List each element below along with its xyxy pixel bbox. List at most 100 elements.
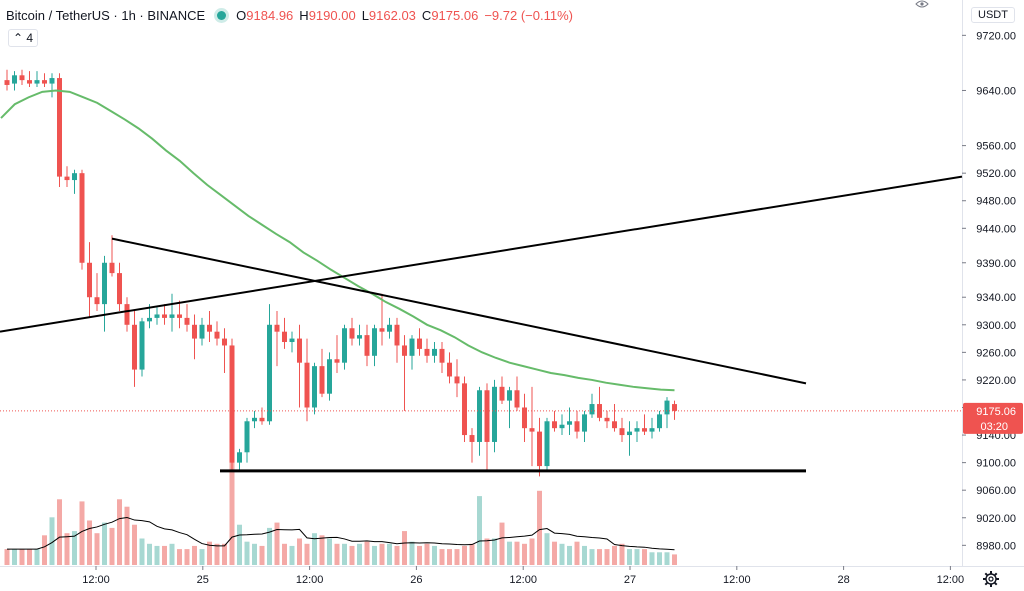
price-tick-label: 9100.00	[976, 458, 1016, 470]
candle-body	[4, 80, 10, 85]
volume-bar	[507, 541, 512, 565]
candle-body	[177, 314, 182, 318]
candle-body	[589, 404, 595, 415]
volume-bar	[124, 506, 130, 565]
volume-bar	[214, 543, 220, 565]
volume-bar	[132, 524, 137, 565]
candle-body	[387, 324, 392, 332]
price-tick-label: 9060.00	[976, 485, 1016, 497]
volume-bar	[372, 545, 377, 565]
candle-body	[109, 262, 115, 274]
candle-body	[634, 428, 640, 432]
volume-bar	[642, 549, 647, 565]
candle-body	[319, 366, 325, 394]
volume-bar	[492, 538, 497, 565]
candle-body	[252, 417, 257, 422]
volume-bar	[267, 527, 272, 565]
price-tick-label: 9640.00	[976, 85, 1016, 97]
volume-bar	[229, 459, 235, 565]
volume-bar	[349, 545, 355, 565]
candle-body	[42, 80, 47, 84]
indicator-count: 4	[26, 31, 34, 45]
close-label: C	[421, 8, 432, 23]
currency-label[interactable]: USDT	[971, 7, 1015, 23]
candle-body	[454, 376, 460, 384]
volume-bar	[634, 549, 640, 565]
candle-body	[619, 428, 625, 436]
price-tick-label: 9340.00	[976, 292, 1016, 304]
candle-body	[154, 314, 160, 318]
volume-bar	[102, 522, 107, 565]
volume-bar	[117, 499, 122, 565]
volume-bar	[477, 496, 482, 565]
volume-bar	[394, 545, 400, 565]
volume-bar	[259, 545, 265, 565]
candle-body	[312, 366, 317, 408]
candle-body	[267, 324, 272, 422]
candle-body	[199, 324, 205, 339]
price-tick-label: 9390.00	[976, 258, 1016, 270]
volume-bar	[94, 533, 100, 565]
candle-body	[462, 383, 467, 436]
collapse-indicators-button[interactable]: ⌃ 4	[8, 29, 38, 47]
volume-bar	[12, 549, 17, 565]
volume-bar	[559, 543, 565, 565]
candle-body	[259, 417, 265, 422]
candle-body	[162, 314, 167, 318]
volume-bar	[72, 531, 77, 565]
candle-body	[334, 359, 340, 363]
candle-body	[297, 338, 302, 363]
price-tick-label: 9480.00	[976, 196, 1016, 208]
moving-average-line	[0, 89, 675, 392]
volume-bar	[252, 543, 257, 565]
gear-icon[interactable]	[982, 570, 1000, 588]
open-value: 9184.96	[246, 8, 294, 23]
volume-bar	[184, 549, 190, 565]
last-price-value: 9175.06	[976, 406, 1016, 418]
volume-bar	[402, 531, 407, 565]
price-tick-label: 9520.00	[976, 168, 1016, 180]
bar-countdown: 03:20	[980, 421, 1008, 433]
time-tick-label: 25	[197, 574, 209, 586]
candle-body	[244, 421, 250, 453]
price-tick-label: 9720.00	[976, 30, 1016, 42]
candle-body	[417, 338, 422, 349]
trend-line	[111, 237, 807, 385]
candle-body	[64, 176, 70, 181]
candle-body	[514, 390, 520, 408]
candle-body	[94, 297, 100, 305]
volume-bar	[462, 545, 467, 565]
volume-bar	[612, 545, 617, 565]
candle-body	[432, 348, 437, 356]
volume-bar	[484, 538, 490, 565]
volume-bar	[424, 543, 430, 565]
volume-bar	[409, 541, 415, 565]
volume-bar	[19, 549, 25, 565]
candle-body	[402, 345, 407, 356]
candle-body	[139, 321, 145, 370]
candle-body	[447, 362, 452, 377]
candle-body	[612, 421, 617, 429]
chevron-up-icon: ⌃	[12, 31, 24, 45]
volume-bar	[657, 552, 662, 565]
eye-icon[interactable]	[915, 0, 929, 8]
candle-body	[649, 428, 655, 432]
candle-body	[34, 80, 40, 84]
volume-layer	[4, 459, 677, 565]
volume-bar	[4, 549, 10, 565]
time-tick-label: 28	[837, 574, 849, 586]
volume-bar	[27, 549, 32, 565]
candle-body	[19, 75, 25, 81]
candle-body	[672, 404, 677, 411]
volume-bar	[319, 535, 325, 565]
candle-body	[552, 421, 557, 429]
candle-body	[169, 314, 175, 318]
price-tick-label: 9220.00	[976, 375, 1016, 387]
candle-body	[304, 362, 310, 408]
candle-body	[477, 390, 482, 442]
candle-body	[574, 421, 580, 432]
chart-legend: Bitcoin / TetherUS · 1h · BINANCE O9184.9…	[6, 8, 579, 23]
volume-bar	[297, 538, 302, 565]
candle-body	[72, 173, 77, 181]
